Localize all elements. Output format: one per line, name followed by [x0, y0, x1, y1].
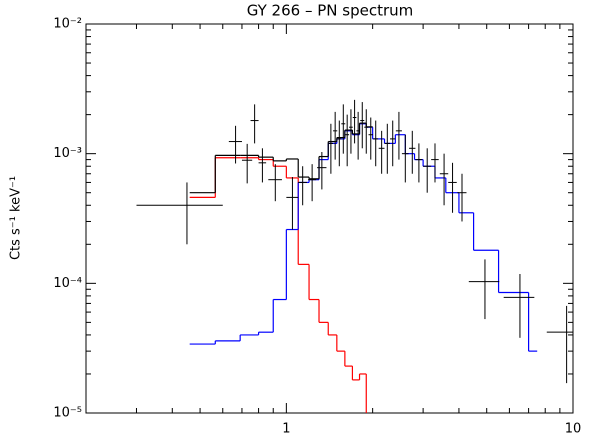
- plot-area: [136, 99, 573, 413]
- plot-frame: [85, 23, 574, 414]
- y-axis-label: Cts s⁻¹ keV⁻¹: [9, 176, 24, 260]
- y-tick-label: 10⁻³: [53, 146, 82, 161]
- chart-title: GY 266 – PN spectrum: [247, 2, 414, 20]
- y-tick-label: 10⁻⁴: [53, 276, 82, 291]
- x-tick-label: 10: [565, 422, 582, 437]
- y-tick-label: 10⁻²: [53, 17, 82, 32]
- y-tick-label: 10⁻⁵: [53, 406, 82, 421]
- x-tick-label: 1: [282, 422, 290, 437]
